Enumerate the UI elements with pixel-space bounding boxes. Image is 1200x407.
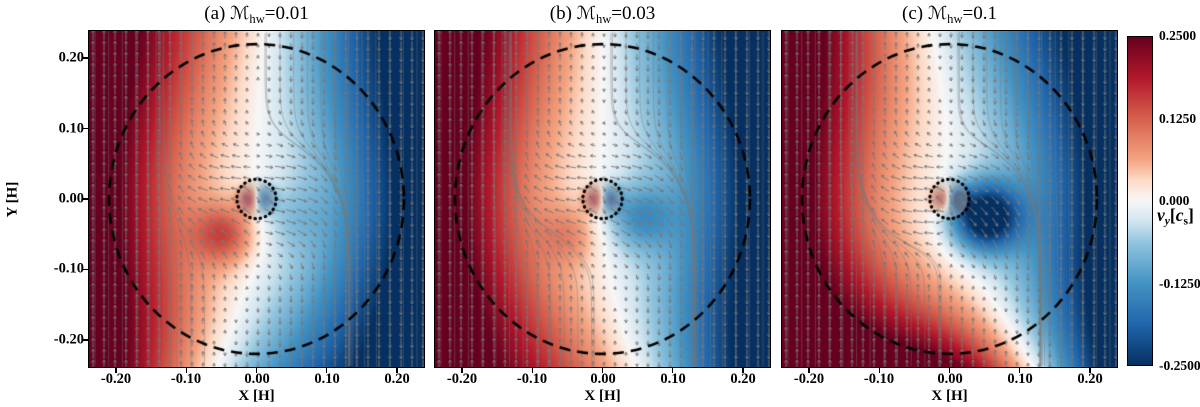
mach-subscript: hw: [595, 12, 612, 26]
mach-symbol: ℳ: [927, 3, 948, 24]
panel-a-title-value: =0.01: [264, 3, 309, 24]
y-tick-label: -0.20: [53, 331, 84, 348]
x-axis-label: X [H]: [238, 388, 275, 404]
mach-symbol: ℳ: [230, 3, 250, 24]
colorbar-tick-label: -0.1250: [1159, 275, 1200, 291]
x-tick-mark: [742, 368, 744, 373]
heatmap-canvas-b: [434, 30, 771, 368]
colorbar-label: vy[cs]: [1157, 205, 1194, 228]
x-tick-label: -0.20: [446, 371, 478, 387]
x-tick-mark: [671, 368, 674, 373]
x-tick-mark: [601, 368, 604, 373]
colorbar-label-close-bracket: ]: [1188, 205, 1194, 225]
x-tick-label: 0.20: [384, 371, 410, 387]
panel-a-title: (a) ℳhw=0.01: [88, 3, 425, 27]
heatmap-canvas-a: [88, 30, 425, 368]
x-tick-label: 0.10: [1007, 371, 1033, 387]
panel-a-title-index: (a): [204, 3, 231, 24]
panel-b-title: (b) ℳhw=0.03: [434, 3, 771, 27]
x-tick-label: 0.10: [660, 371, 686, 387]
y-tick-mark: [83, 57, 88, 59]
x-tick-mark: [115, 368, 117, 373]
panel-a: [83, 30, 425, 373]
x-tick-label: 0.00: [590, 371, 616, 387]
x-tick-label: 0.20: [1077, 371, 1103, 387]
x-tick-mark: [878, 368, 881, 373]
colorbar-tick-label: 0.1250: [1159, 110, 1197, 126]
colorbar-label-v: v: [1157, 205, 1165, 225]
y-tick-label: 0.20: [58, 49, 84, 66]
x-axis-label: X [H]: [584, 388, 621, 404]
colorbar-gradient: [1127, 36, 1153, 366]
x-tick-mark: [185, 368, 188, 373]
x-tick-label: -0.20: [793, 371, 825, 387]
y-axis-label: Y [H]: [4, 181, 21, 217]
mach-subscript: hw: [947, 12, 963, 26]
y-tick-mark: [83, 198, 88, 200]
mach-symbol: ℳ: [576, 3, 596, 24]
x-tick-label: -0.20: [100, 371, 132, 387]
panel-c-title-index: (c): [902, 3, 928, 24]
x-tick-mark: [461, 368, 463, 373]
colorbar-label-open-bracket: [: [1169, 205, 1176, 225]
panel-c-title: (c) ℳhw=0.1: [781, 3, 1118, 27]
x-tick-mark: [396, 368, 398, 373]
x-axis-label: X [H]: [931, 388, 968, 404]
y-tick-mark: [83, 127, 88, 130]
x-tick-label: 0.00: [244, 371, 270, 387]
y-tick-label: 0.00: [58, 190, 84, 207]
y-tick-label: 0.10: [58, 120, 84, 137]
y-tick-mark: [83, 339, 88, 341]
mach-subscript: hw: [249, 12, 265, 26]
x-tick-mark: [1018, 368, 1021, 373]
x-tick-mark: [531, 368, 534, 373]
y-tick-mark: [83, 268, 88, 271]
x-tick-mark: [948, 368, 951, 373]
panel-b-title-value: =0.03: [611, 3, 656, 24]
x-tick-label: 0.20: [730, 371, 756, 387]
x-tick-label: -0.10: [516, 371, 548, 387]
colorbar-tick-label: 0.2500: [1159, 28, 1197, 43]
colorbar-label-c: c: [1175, 205, 1184, 225]
panel-b: [434, 30, 771, 373]
colorbar-tick-label: 0.000: [1159, 193, 1190, 208]
x-tick-mark: [808, 368, 810, 373]
x-tick-mark: [325, 368, 328, 373]
x-tick-mark: [1089, 368, 1091, 373]
x-tick-label: -0.10: [170, 371, 202, 387]
x-tick-mark: [255, 368, 258, 373]
heatmap-canvas-c: [781, 30, 1118, 368]
colorbar-label-c-sub: s: [1183, 215, 1189, 228]
colorbar-tick-label: -0.2500: [1159, 358, 1200, 373]
panel-c-title-value: =0.1: [962, 3, 997, 24]
x-tick-label: 0.00: [937, 371, 963, 387]
y-axis-label-wrap: Y [H]: [0, 30, 26, 368]
x-tick-label: -0.10: [863, 371, 895, 387]
x-tick-label: 0.10: [314, 371, 340, 387]
y-tick-label: -0.10: [53, 260, 84, 277]
panel-b-title-index: (b): [549, 3, 577, 24]
panel-c: [781, 30, 1118, 373]
colorbar-label-v-sub: y: [1164, 215, 1170, 228]
